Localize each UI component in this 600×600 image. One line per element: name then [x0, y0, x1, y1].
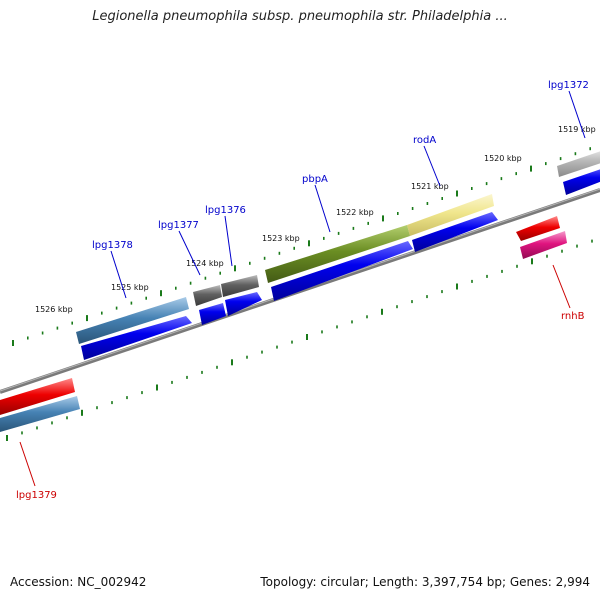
cds-arrow-lpg1377[interactable] [199, 303, 226, 325]
gene-label-rodA[interactable]: rodA [413, 135, 436, 146]
gene-lpg1378[interactable] [76, 297, 189, 344]
accession-text: Accession: NC_002942 [10, 575, 147, 589]
scale-label-1524: 1524 kbp [186, 259, 224, 268]
gene-lpg1379[interactable] [0, 396, 80, 432]
leader-lpg1377 [178, 230, 201, 276]
scale-label-1522: 1522 kbp [336, 208, 374, 217]
cds-arrow-lpg1376[interactable] [225, 292, 262, 316]
map-title: Legionella pneumophila subsp. pneumophil… [92, 9, 508, 24]
gene-label-lpg1376[interactable]: lpg1376 [205, 205, 246, 216]
upper-tick-row [12, 147, 592, 346]
gene-label-rnhB[interactable]: rnhB [561, 311, 585, 322]
lower-tick-row [6, 239, 593, 441]
gene-lpg1372[interactable] [557, 148, 600, 177]
gene-label-lpg1378[interactable]: lpg1378 [92, 240, 133, 251]
leader-lpg1376 [224, 215, 233, 267]
gene-label-lpg1379[interactable]: lpg1379 [16, 490, 57, 501]
leader-lpg1379 [19, 441, 36, 487]
gene-lpg1379-red[interactable] [0, 378, 75, 415]
cds-arrow-rodA[interactable] [412, 212, 498, 252]
gene-lpg1376[interactable] [221, 275, 259, 297]
gene-features [0, 148, 600, 432]
cds-arrow-lpg1378[interactable] [81, 316, 192, 360]
leader-lpg1372 [568, 90, 586, 139]
gene-lpg1377[interactable] [193, 285, 222, 306]
scale-label-1526: 1526 kbp [35, 305, 73, 314]
scale-label-1520: 1520 kbp [484, 154, 522, 163]
gene-pbpA[interactable] [265, 225, 410, 283]
gene-label-lpg1372[interactable]: lpg1372 [548, 80, 589, 91]
leader-rnhB [552, 264, 571, 309]
genome-summary-text: Topology: circular; Length: 3,397,754 bp… [260, 575, 590, 589]
cds-arrow-pbpA[interactable] [271, 241, 413, 301]
label-leaders [19, 90, 586, 487]
leader-lpg1378 [110, 250, 127, 299]
scale-label-1521: 1521 kbp [411, 182, 449, 191]
gene-rnhB[interactable] [520, 231, 567, 259]
cds-features [81, 166, 600, 360]
gene-label-pbpA[interactable]: pbpA [302, 174, 328, 185]
scale-labels: 1519 kbp 1520 kbp 1521 kbp 1522 kbp 1523… [35, 125, 596, 314]
leader-pbpA [314, 184, 331, 233]
scale-label-1523: 1523 kbp [262, 234, 300, 243]
scale-label-1519: 1519 kbp [558, 125, 596, 134]
gene-label-lpg1377[interactable]: lpg1377 [158, 220, 199, 231]
gene-rnhB-forward[interactable] [516, 216, 560, 241]
scale-label-1525: 1525 kbp [111, 283, 149, 292]
gene-labels: lpg1372 rodA pbpA lpg1376 lpg1377 lpg137… [16, 80, 589, 501]
gene-rodA[interactable] [407, 194, 494, 236]
cds-arrow-lpg1372[interactable] [563, 166, 600, 195]
leader-rodA [423, 145, 441, 187]
